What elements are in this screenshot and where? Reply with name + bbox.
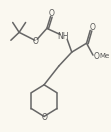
Text: O: O	[49, 9, 55, 18]
Text: O: O	[32, 37, 38, 46]
Text: O: O	[94, 52, 100, 61]
Text: NH: NH	[58, 32, 69, 41]
Text: Me: Me	[99, 53, 110, 59]
Text: O: O	[41, 113, 47, 122]
Text: O: O	[90, 23, 95, 32]
